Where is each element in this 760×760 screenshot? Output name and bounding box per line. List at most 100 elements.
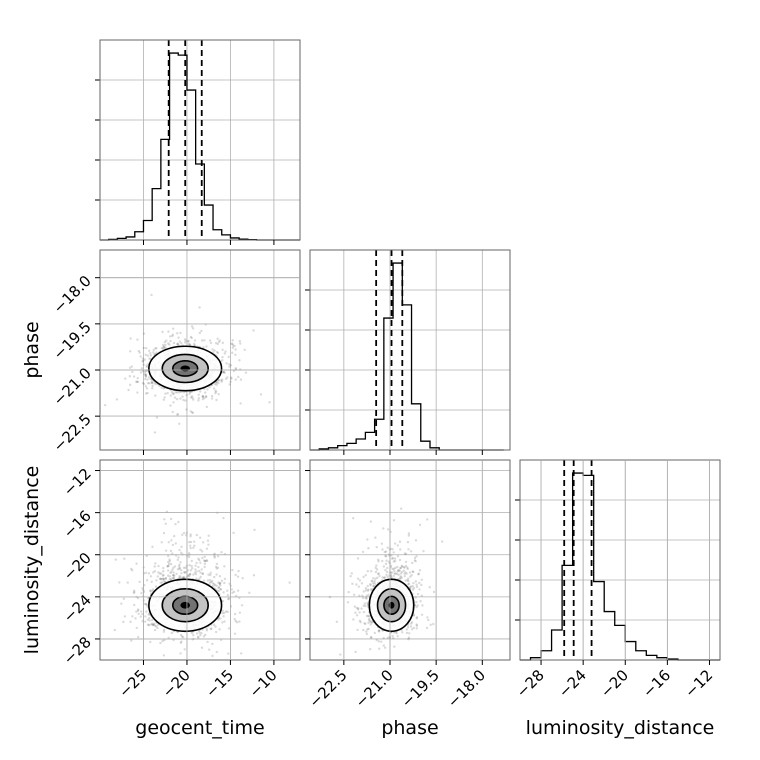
scatter-point xyxy=(232,590,236,593)
scatter-point xyxy=(235,620,239,624)
scatter-point xyxy=(200,339,204,342)
scatter-point xyxy=(374,570,378,574)
scatter-point xyxy=(139,355,142,358)
scatter-point xyxy=(171,552,174,555)
scatter-point xyxy=(355,583,358,586)
scatter-point xyxy=(161,347,165,350)
scatter-point xyxy=(155,351,158,354)
scatter-point xyxy=(171,334,174,338)
scatter-point xyxy=(392,560,395,563)
scatter-point xyxy=(411,628,414,631)
scatter-point xyxy=(405,628,408,631)
x-tick-label-luminosity_distance: −28 xyxy=(513,666,548,701)
scatter-point xyxy=(402,565,405,569)
scatter-point xyxy=(129,350,132,353)
scatter-point xyxy=(157,564,160,568)
scatter-point xyxy=(143,373,147,376)
scatter-point xyxy=(221,355,224,359)
scatter-point xyxy=(190,411,194,414)
scatter-point xyxy=(234,348,237,351)
scatter-point xyxy=(147,349,151,353)
scatter-point xyxy=(369,621,373,624)
scatter-point xyxy=(179,561,182,564)
scatter-point xyxy=(238,359,241,362)
scatter-point xyxy=(239,342,242,345)
scatter-point xyxy=(209,341,213,345)
scatter-point xyxy=(130,567,133,571)
scatter-point xyxy=(369,636,373,639)
scatter-point xyxy=(214,390,218,394)
scatter-point xyxy=(383,576,387,579)
scatter-point xyxy=(207,534,210,537)
scatter-point xyxy=(133,603,136,607)
scatter-point xyxy=(440,540,444,543)
scatter-point xyxy=(382,636,385,640)
scatter-point xyxy=(162,531,166,535)
scatter-point xyxy=(150,622,154,625)
scatter-point xyxy=(172,341,176,345)
scatter-point xyxy=(143,370,147,374)
scatter-point xyxy=(364,604,367,608)
scatter-point xyxy=(362,590,365,593)
scatter-point xyxy=(128,375,132,378)
scatter-point xyxy=(161,330,164,334)
scatter-point xyxy=(198,577,201,580)
scatter-point xyxy=(231,591,234,594)
scatter-point xyxy=(380,640,383,643)
scatter-point xyxy=(149,575,153,578)
scatter-point xyxy=(221,348,224,351)
scatter-point xyxy=(197,393,200,396)
scatter-point xyxy=(374,577,377,580)
scatter-point xyxy=(231,568,234,572)
scatter-point xyxy=(393,557,397,560)
scatter-point xyxy=(196,635,200,639)
scatter-point xyxy=(152,348,155,352)
scatter-point xyxy=(219,588,223,591)
histogram-step-phase xyxy=(310,262,504,451)
scatter-point xyxy=(144,374,148,377)
scatter-point xyxy=(145,364,148,367)
scatter-point xyxy=(208,385,211,389)
scatter-point xyxy=(155,579,158,582)
scatter-point xyxy=(155,382,158,386)
scatter-point xyxy=(152,351,155,354)
scatter-geocent_time-vs-luminosity_distance xyxy=(99,459,301,661)
scatter-point xyxy=(166,554,170,558)
scatter-point xyxy=(188,343,192,347)
scatter-point xyxy=(370,579,373,583)
scatter-point xyxy=(404,564,408,568)
scatter-point xyxy=(180,342,183,345)
scatter-point xyxy=(178,566,182,570)
scatter-point xyxy=(164,577,168,581)
scatter-point xyxy=(153,565,156,568)
scatter-point xyxy=(382,576,386,579)
scatter-point xyxy=(220,380,224,383)
scatter-point xyxy=(415,627,418,630)
scatter-point xyxy=(228,363,231,366)
scatter-point xyxy=(189,544,192,547)
scatter-point xyxy=(201,397,205,401)
x-axis-label-geocent_time: geocent_time xyxy=(135,717,264,739)
scatter-point xyxy=(206,579,209,582)
scatter-point xyxy=(216,555,220,558)
scatter-point xyxy=(162,630,166,633)
scatter-point xyxy=(384,562,388,566)
scatter-point xyxy=(234,573,237,577)
scatter-point xyxy=(335,620,339,624)
scatter-point xyxy=(194,568,197,571)
scatter-point xyxy=(178,548,181,552)
scatter-point xyxy=(161,639,164,643)
scatter-point xyxy=(259,393,263,396)
scatter-point xyxy=(201,394,205,398)
scatter-point xyxy=(178,576,181,580)
scatter-point xyxy=(143,620,147,623)
scatter-point xyxy=(225,362,228,365)
scatter-point xyxy=(217,381,220,385)
scatter-point xyxy=(191,327,195,330)
scatter-point xyxy=(141,612,144,616)
scatter-point xyxy=(201,556,204,560)
scatter-point xyxy=(233,344,236,348)
scatter-point xyxy=(230,342,233,346)
scatter-point xyxy=(425,626,429,630)
scatter-point xyxy=(204,395,208,398)
